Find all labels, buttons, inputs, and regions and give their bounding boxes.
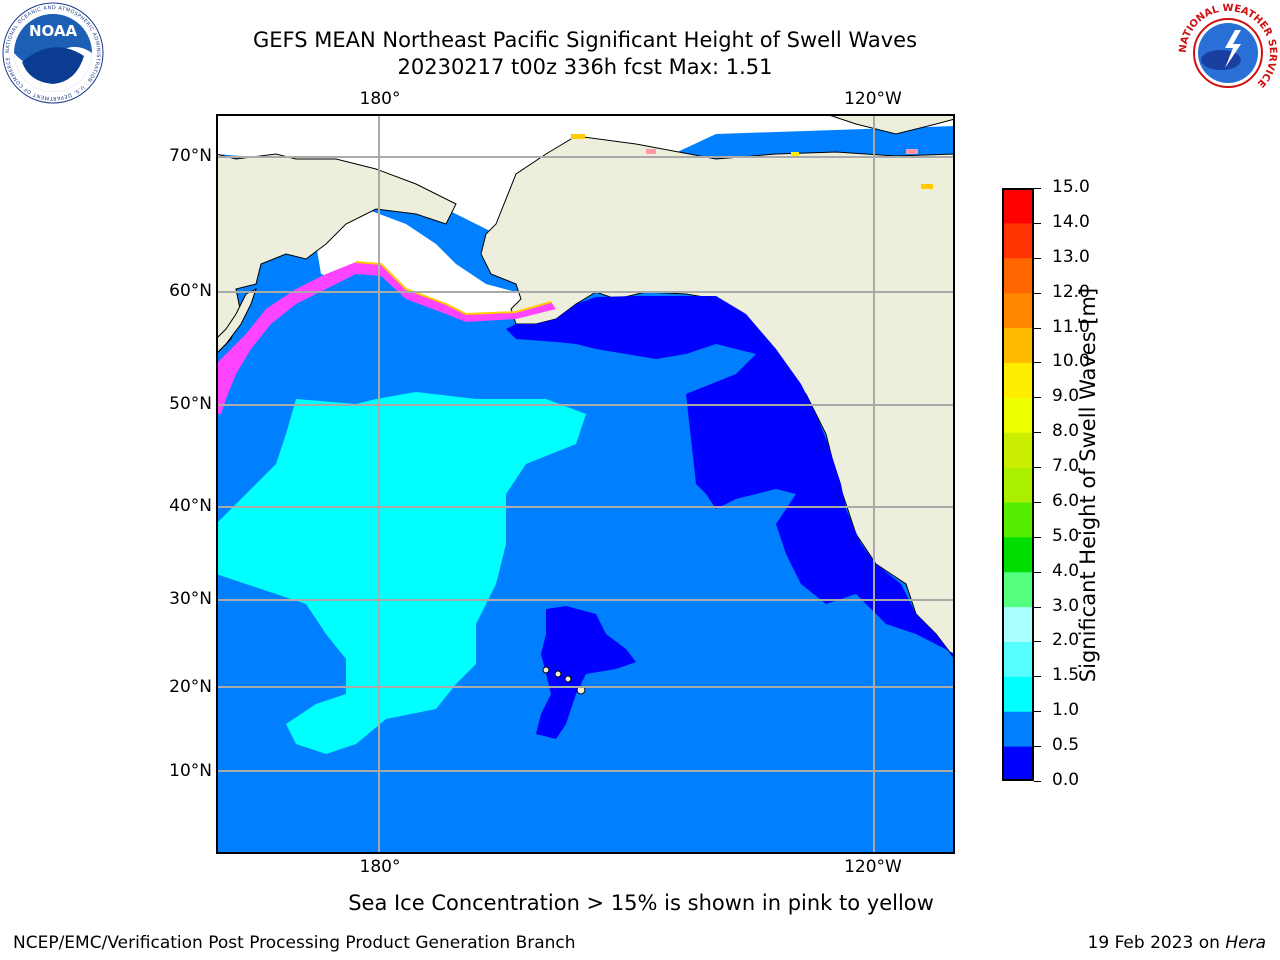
colorbar-tick-label: 11.0 — [1052, 316, 1090, 337]
colorbar-tick-label: 13.0 — [1052, 246, 1090, 267]
colorbar-segment — [1002, 362, 1034, 398]
colorbar-segment — [1002, 641, 1034, 677]
sea-ice-edge-yellow — [355, 261, 552, 316]
bering-sea-white — [316, 209, 556, 314]
colorbar-tick-mark — [1034, 327, 1041, 329]
colorbar-tick-mark — [1034, 292, 1041, 294]
colorbar-tick-label: 0.5 — [1052, 735, 1080, 756]
lat-label-70n: 70°N — [169, 146, 212, 166]
colorbar-tick-label: 6.0 — [1052, 490, 1080, 511]
arctic-ice-bit — [646, 149, 656, 154]
arctic-ice-bit — [906, 149, 918, 154]
arctic-ice-bit — [921, 184, 933, 189]
colorbar-tick-mark — [1034, 711, 1041, 713]
colorbar-tick-mark — [1034, 536, 1041, 538]
colorbar-tick-label: 7.0 — [1052, 456, 1080, 477]
sea-ice-edge — [216, 262, 556, 414]
lat-label-10n: 10°N — [169, 761, 212, 781]
map-frame — [216, 114, 955, 854]
lat-label-40n: 40°N — [169, 496, 212, 516]
colorbar-tick-mark — [1034, 501, 1041, 503]
colorbar-tick-label: 0.0 — [1052, 770, 1080, 790]
footer-host: Hera — [1225, 933, 1266, 953]
colorbar-tick-mark — [1034, 571, 1041, 573]
colorbar-tick-mark — [1034, 467, 1041, 469]
footer-left: NCEP/EMC/Verification Post Processing Pr… — [13, 933, 576, 953]
colorbar-segment — [1002, 676, 1034, 712]
noaa-logo-text: NOAA — [29, 22, 78, 40]
colorbar-segment — [1002, 292, 1034, 329]
colorbar-svg — [1002, 188, 1034, 782]
colorbar-segment — [1002, 188, 1034, 224]
colorbar-frame — [1002, 188, 1034, 781]
colorbar-tick-label: 8.0 — [1052, 421, 1080, 442]
colorbar-tick-mark — [1034, 606, 1041, 608]
colorbar-segment — [1002, 327, 1034, 363]
colorbar-tick-mark — [1034, 432, 1041, 434]
noaa-logo: NOAA NATIONAL OCEANIC AND ATMOSPHERIC AD… — [2, 2, 104, 104]
colorbar-tick-label: 14.0 — [1052, 211, 1090, 232]
colorbar-segment — [1002, 746, 1034, 782]
colorbar-segment — [1002, 222, 1034, 259]
colorbar-tick-label: 4.0 — [1052, 560, 1080, 581]
map-svg[interactable] — [215, 113, 956, 854]
colorbar-tick-mark — [1034, 676, 1041, 678]
arctic-ice-bit — [571, 134, 585, 139]
lat-label-60n: 60°N — [169, 281, 212, 301]
footer-date: 19 Feb 2023 on — [1087, 933, 1226, 953]
chart-subtitle: 20230217 t00z 336h fcst Max: 1.51 — [397, 55, 773, 79]
colorbar-tick-mark — [1034, 641, 1041, 643]
colorbar-tick-mark — [1034, 397, 1041, 399]
chart-title: GEFS MEAN Northeast Pacific Significant … — [252, 28, 918, 52]
colorbar-segment — [1002, 606, 1034, 642]
footer-right: 19 Feb 2023 on Hera — [1088, 933, 1266, 953]
colorbar-tick-mark — [1034, 188, 1041, 189]
arctic-ice-bit — [791, 152, 799, 157]
lon-label-bottom-180: 180° — [359, 857, 401, 877]
hawaii-low-swell — [536, 606, 636, 739]
colorbar-tick-label: 5.0 — [1052, 525, 1080, 546]
colorbar-tick-mark — [1034, 257, 1041, 259]
colorbar-tick-label: 10.0 — [1052, 351, 1090, 372]
colorbar — [1002, 188, 1034, 782]
map-panel[interactable] — [215, 113, 956, 854]
cyan-high-swell — [216, 392, 586, 754]
lon-label-top-120w: 120°W — [844, 89, 902, 109]
colorbar-tick-label: 2.0 — [1052, 630, 1080, 651]
colorbar-tick-label: 15.0 — [1052, 177, 1090, 197]
colorbar-segment — [1002, 501, 1034, 538]
colorbar-segment — [1002, 711, 1034, 747]
colorbar-segment — [1002, 257, 1034, 294]
colorbar-segment — [1002, 397, 1034, 433]
colorbar-tick-mark — [1034, 362, 1041, 364]
colorbar-tick-mark — [1034, 222, 1041, 224]
colorbar-tick-label: 1.5 — [1052, 665, 1080, 686]
gulf-alaska-low-swell — [506, 296, 955, 659]
lon-label-top-180: 180° — [359, 89, 401, 109]
colorbar-segment — [1002, 467, 1034, 503]
colorbar-tick-label: 9.0 — [1052, 386, 1080, 407]
colorbar-tick-mark — [1034, 746, 1041, 748]
colorbar-label: Significant Height of Swell Waves [m] — [1076, 287, 1100, 683]
lat-label-30n: 30°N — [169, 589, 212, 609]
colorbar-tick-mark — [1034, 781, 1041, 782]
colorbar-tick-label: 1.0 — [1052, 700, 1080, 721]
colorbar-tick-label: 12.0 — [1052, 281, 1090, 302]
nws-logo: NATIONAL WEATHER SERVICE — [1177, 2, 1279, 104]
lat-label-20n: 20°N — [169, 677, 212, 697]
colorbar-segment — [1002, 571, 1034, 608]
lon-label-bottom-120w: 120°W — [844, 857, 902, 877]
lat-label-50n: 50°N — [169, 394, 212, 414]
colorbar-tick-label: 3.0 — [1052, 595, 1080, 616]
gridlines — [216, 114, 955, 854]
sea-ice-note: Sea Ice Concentration > 15% is shown in … — [348, 891, 934, 915]
colorbar-segment — [1002, 536, 1034, 573]
colorbar-segment — [1002, 432, 1034, 468]
